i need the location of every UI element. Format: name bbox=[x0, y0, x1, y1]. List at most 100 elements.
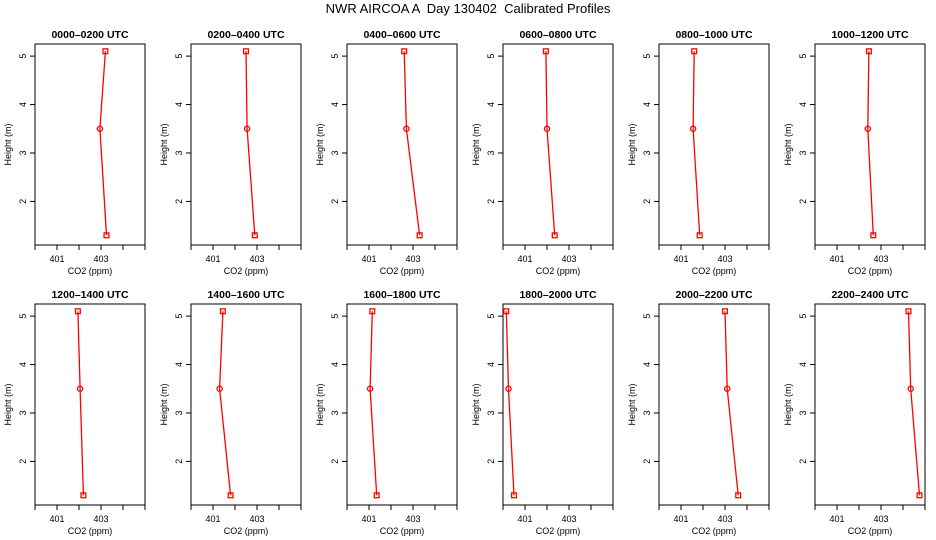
y-axis-label: Height (m) bbox=[315, 123, 325, 165]
y-axis-label: Height (m) bbox=[3, 123, 13, 165]
data-point-square bbox=[369, 308, 376, 315]
profile-line bbox=[403, 51, 421, 236]
y-tick-label: 2 bbox=[642, 459, 652, 464]
panel-title: 0000–0200 UTC bbox=[51, 29, 128, 41]
y-axis-label: Height (m) bbox=[159, 123, 169, 165]
x-tick-label: 403 bbox=[561, 514, 576, 524]
x-axis-label: CO2 (ppm) bbox=[848, 526, 893, 536]
x-tick-label: 403 bbox=[93, 514, 108, 524]
x-tick-label: 401 bbox=[205, 254, 220, 264]
data-point-square bbox=[401, 48, 408, 55]
profile-line bbox=[907, 311, 921, 496]
plot-frame bbox=[658, 303, 770, 506]
x-axis-label: CO2 (ppm) bbox=[224, 266, 269, 276]
plot-frame bbox=[190, 43, 302, 246]
y-tick-label: 5 bbox=[174, 54, 184, 59]
data-point-square bbox=[542, 48, 549, 55]
y-tick-label: 5 bbox=[18, 54, 28, 59]
x-tick-label: 403 bbox=[561, 254, 576, 264]
y-axis-label: Height (m) bbox=[783, 123, 793, 165]
data-point-square bbox=[251, 232, 258, 239]
x-tick-label: 401 bbox=[205, 514, 220, 524]
data-point-circle bbox=[723, 385, 731, 393]
x-tick-label: 403 bbox=[405, 254, 420, 264]
y-axis-label: Height (m) bbox=[471, 123, 481, 165]
data-point-square bbox=[219, 308, 226, 315]
data-point-square bbox=[696, 232, 703, 239]
data-point-circle bbox=[864, 125, 872, 133]
data-point-square bbox=[735, 492, 742, 499]
y-tick-label: 2 bbox=[642, 199, 652, 204]
y-tick-label: 4 bbox=[174, 102, 184, 107]
profile-panel: 1800–2000 UTC 401 403 CO2 (ppm) 2 3 4 5 Height (… bbox=[471, 289, 614, 536]
y-tick-label: 4 bbox=[18, 102, 28, 107]
plot-frame bbox=[34, 303, 146, 506]
data-point-square bbox=[691, 48, 698, 55]
data-point-square bbox=[510, 492, 518, 499]
profile-panel: 1200–1400 UTC 401 403 CO2 (ppm) 2 3 4 5 Height (… bbox=[3, 289, 146, 536]
plot-frame bbox=[814, 43, 926, 246]
data-point-square bbox=[80, 492, 87, 499]
profile-line bbox=[99, 51, 108, 236]
data-point-square bbox=[103, 232, 110, 239]
plot-frame bbox=[190, 303, 302, 506]
x-tick-label: 401 bbox=[829, 254, 844, 264]
panel-title: 0600–0800 UTC bbox=[519, 29, 596, 41]
profile-panel: 1400–1600 UTC 401 403 CO2 (ppm) 2 3 4 5 Height (… bbox=[159, 289, 302, 536]
y-tick-label: 4 bbox=[330, 362, 340, 367]
y-tick-label: 2 bbox=[486, 199, 496, 204]
x-axis-label: CO2 (ppm) bbox=[68, 266, 113, 276]
y-tick-label: 3 bbox=[18, 150, 28, 155]
profile-line bbox=[692, 51, 701, 236]
x-axis-label: CO2 (ppm) bbox=[692, 266, 737, 276]
x-tick-label: 401 bbox=[361, 514, 376, 524]
y-axis-label: Height (m) bbox=[627, 383, 637, 425]
x-axis-label: CO2 (ppm) bbox=[68, 526, 113, 536]
data-point-circle bbox=[243, 125, 251, 133]
profile-line bbox=[545, 51, 556, 236]
data-point-circle bbox=[366, 385, 374, 393]
profile-line bbox=[218, 311, 232, 496]
profile-panel: 0800–1000 UTC 401 403 CO2 (ppm) 2 3 4 5 Height (… bbox=[627, 29, 770, 276]
data-point-circle bbox=[689, 125, 697, 133]
y-tick-label: 4 bbox=[798, 102, 808, 107]
y-tick-label: 3 bbox=[642, 150, 652, 155]
plot-frame bbox=[502, 303, 614, 506]
profile-line bbox=[245, 51, 256, 236]
data-point-circle bbox=[907, 385, 914, 393]
profile-line bbox=[77, 311, 85, 496]
y-axis-label: Height (m) bbox=[783, 383, 793, 425]
panel-title: 2000–2200 UTC bbox=[675, 289, 752, 301]
x-axis-label: CO2 (ppm) bbox=[692, 526, 737, 536]
data-point-square bbox=[870, 232, 877, 239]
y-tick-label: 2 bbox=[330, 459, 340, 464]
data-point-square bbox=[721, 308, 729, 315]
y-tick-label: 3 bbox=[174, 410, 184, 415]
profile-line bbox=[505, 311, 515, 496]
panel-title: 0200–0400 UTC bbox=[207, 29, 284, 41]
y-tick-label: 5 bbox=[330, 54, 340, 59]
plot-frame bbox=[502, 43, 614, 246]
y-tick-label: 2 bbox=[798, 199, 808, 204]
x-tick-label: 401 bbox=[673, 254, 688, 264]
data-point-square bbox=[551, 232, 558, 239]
data-point-square bbox=[865, 48, 872, 55]
y-tick-label: 4 bbox=[642, 362, 652, 367]
y-tick-label: 5 bbox=[18, 314, 28, 319]
y-tick-label: 5 bbox=[642, 314, 652, 319]
y-axis-label: Height (m) bbox=[471, 383, 481, 425]
data-point-square bbox=[102, 48, 109, 55]
panel-title: 1800–2000 UTC bbox=[519, 289, 596, 301]
y-tick-label: 3 bbox=[486, 410, 496, 415]
y-tick-label: 5 bbox=[798, 54, 808, 59]
x-tick-label: 401 bbox=[517, 514, 532, 524]
plot-frame bbox=[346, 43, 458, 246]
y-tick-label: 4 bbox=[486, 362, 496, 367]
y-tick-label: 3 bbox=[330, 150, 340, 155]
data-point-circle bbox=[216, 385, 223, 393]
y-tick-label: 4 bbox=[18, 362, 28, 367]
panel-title: 2200–2400 UTC bbox=[831, 289, 908, 301]
profile-line bbox=[369, 311, 378, 496]
data-point-square bbox=[916, 492, 923, 499]
figure-title: NWR AIRCOA A Day 130402 Calibrated Profi… bbox=[325, 1, 611, 16]
